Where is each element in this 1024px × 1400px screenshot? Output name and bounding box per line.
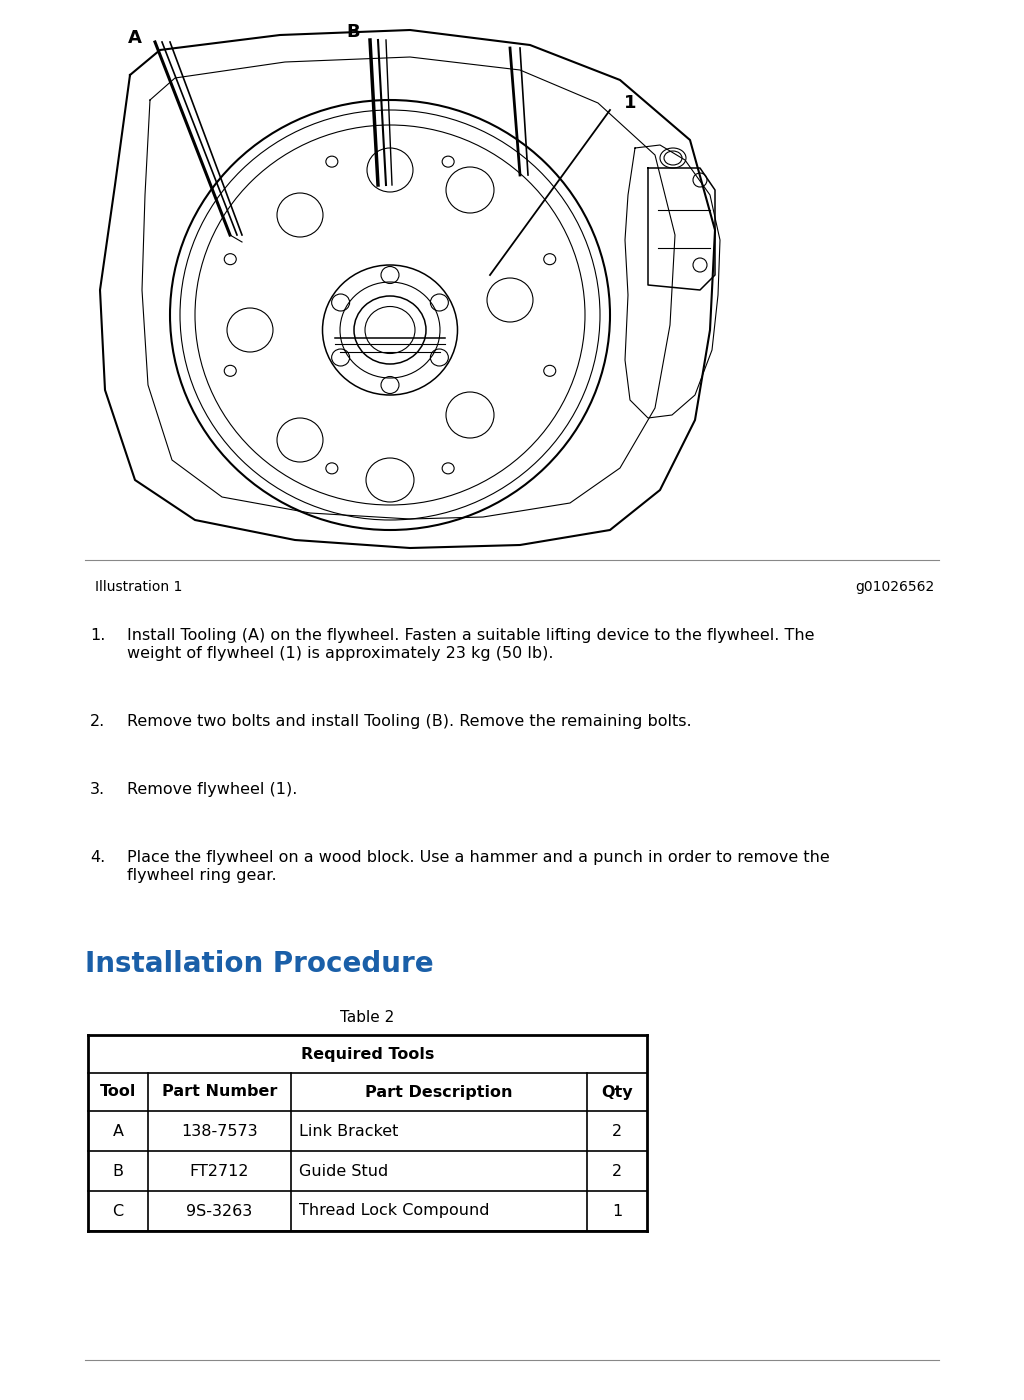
Text: weight of flywheel (1) is approximately 23 kg (50 lb).: weight of flywheel (1) is approximately … <box>127 645 554 661</box>
Text: Installation Procedure: Installation Procedure <box>85 951 433 979</box>
Text: Tool: Tool <box>99 1085 136 1099</box>
Text: B: B <box>346 22 359 41</box>
Text: Illustration 1: Illustration 1 <box>95 580 182 594</box>
Text: C: C <box>113 1204 124 1218</box>
Text: A: A <box>128 29 142 48</box>
Text: B: B <box>113 1163 124 1179</box>
Text: Part Description: Part Description <box>366 1085 513 1099</box>
Text: Guide Stud: Guide Stud <box>299 1163 388 1179</box>
Text: Table 2: Table 2 <box>340 1009 394 1025</box>
Text: Thread Lock Compound: Thread Lock Compound <box>299 1204 489 1218</box>
Text: Remove flywheel (1).: Remove flywheel (1). <box>127 783 297 797</box>
Text: Required Tools: Required Tools <box>301 1047 434 1061</box>
Text: 3.: 3. <box>90 783 105 797</box>
Text: Qty: Qty <box>601 1085 633 1099</box>
Text: 4.: 4. <box>90 850 105 865</box>
Text: 2.: 2. <box>90 714 105 729</box>
Text: 2: 2 <box>612 1163 623 1179</box>
Text: FT2712: FT2712 <box>189 1163 249 1179</box>
Text: 9S-3263: 9S-3263 <box>186 1204 253 1218</box>
Text: 2: 2 <box>612 1123 623 1138</box>
Text: Remove two bolts and install Tooling (B). Remove the remaining bolts.: Remove two bolts and install Tooling (B)… <box>127 714 691 729</box>
Text: 1.: 1. <box>90 629 105 643</box>
Text: g01026562: g01026562 <box>855 580 934 594</box>
Text: 1: 1 <box>624 94 636 112</box>
Text: Link Bracket: Link Bracket <box>299 1123 398 1138</box>
Text: 1: 1 <box>612 1204 623 1218</box>
Text: Place the flywheel on a wood block. Use a hammer and a punch in order to remove : Place the flywheel on a wood block. Use … <box>127 850 829 865</box>
Text: A: A <box>113 1123 124 1138</box>
Text: Install Tooling (A) on the flywheel. Fasten a suitable lifting device to the fly: Install Tooling (A) on the flywheel. Fas… <box>127 629 814 643</box>
Text: flywheel ring gear.: flywheel ring gear. <box>127 868 276 883</box>
Text: 138-7573: 138-7573 <box>181 1123 258 1138</box>
Text: Part Number: Part Number <box>162 1085 278 1099</box>
